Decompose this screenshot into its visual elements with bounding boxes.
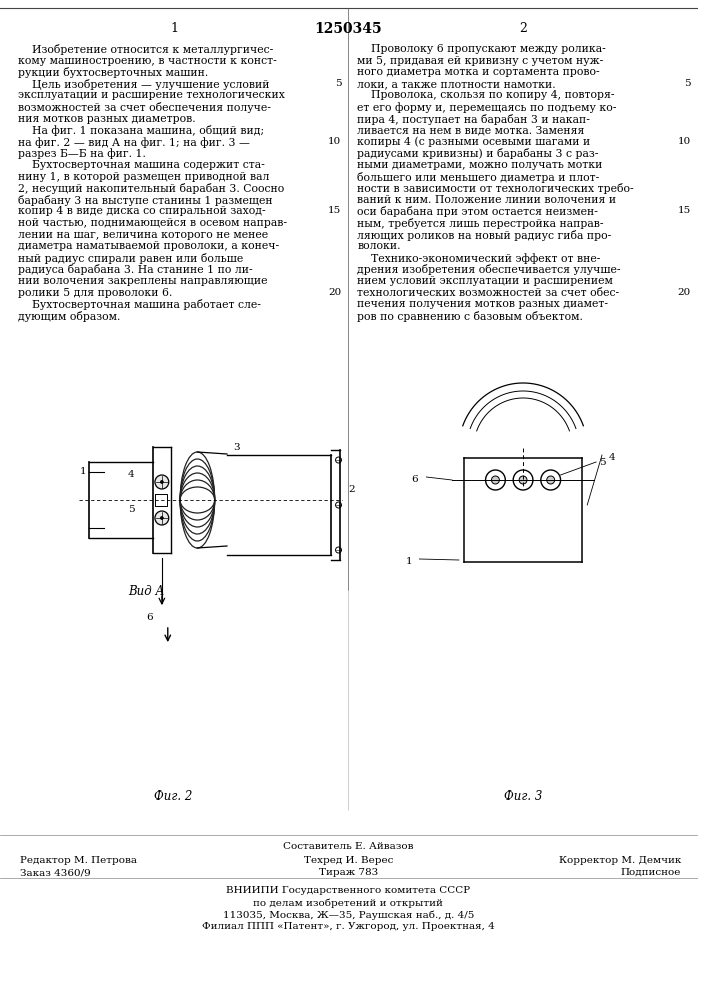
Circle shape xyxy=(513,470,533,490)
Circle shape xyxy=(336,502,341,508)
Circle shape xyxy=(160,516,163,520)
Text: ет его форму и, перемещаясь по подъему ко-: ет его форму и, перемещаясь по подъему к… xyxy=(357,102,617,113)
Text: нину 1, в которой размещен приводной вал: нину 1, в которой размещен приводной вал xyxy=(18,172,269,182)
Text: ным, требуется лишь перестройка направ-: ным, требуется лишь перестройка направ- xyxy=(357,218,604,229)
Text: Техред И. Верес: Техред И. Верес xyxy=(304,856,393,865)
Text: Филиал ППП «Патент», г. Ужгород, ул. Проектная, 4: Филиал ППП «Патент», г. Ужгород, ул. Про… xyxy=(202,922,495,931)
Text: большего или меньшего диаметра и плот-: большего или меньшего диаметра и плот- xyxy=(357,172,600,183)
Circle shape xyxy=(491,476,499,484)
Text: 6: 6 xyxy=(146,613,153,622)
Text: Бухтосверточная машина работает сле-: Бухтосверточная машина работает сле- xyxy=(18,299,261,310)
Text: Фиг. 2: Фиг. 2 xyxy=(153,790,192,803)
Text: ного диаметра мотка и сортамента прово-: ного диаметра мотка и сортамента прово- xyxy=(357,67,600,77)
Text: 1: 1 xyxy=(407,557,413,566)
Circle shape xyxy=(160,481,163,484)
Text: ливается на нем в виде мотка. Заменяя: ливается на нем в виде мотка. Заменяя xyxy=(357,125,585,135)
Text: Корректор М. Демчик: Корректор М. Демчик xyxy=(559,856,681,865)
Text: 20: 20 xyxy=(328,288,341,297)
Text: рукции бухтосверточных машин.: рукции бухтосверточных машин. xyxy=(18,67,208,78)
Text: Составитель Е. Айвазов: Составитель Е. Айвазов xyxy=(283,842,414,851)
Text: на фиг. 2 — вид А на фиг. 1; на фиг. 3 —: на фиг. 2 — вид А на фиг. 1; на фиг. 3 — xyxy=(18,137,250,148)
Text: 3: 3 xyxy=(233,443,240,452)
Text: ваний к ним. Положение линии волочения и: ваний к ним. Положение линии волочения и xyxy=(357,195,617,205)
Text: 15: 15 xyxy=(328,206,341,215)
Text: эксплуатации и расширение технологических: эксплуатации и расширение технологически… xyxy=(18,90,285,100)
Circle shape xyxy=(541,470,561,490)
Text: 20: 20 xyxy=(677,288,691,297)
Text: На фиг. 1 показана машина, общий вид;: На фиг. 1 показана машина, общий вид; xyxy=(18,125,264,136)
Text: Заказ 4360/9: Заказ 4360/9 xyxy=(20,868,90,877)
Text: технологических возможностей за счет обес-: технологических возможностей за счет обе… xyxy=(357,288,619,298)
Text: ния мотков разных диаметров.: ния мотков разных диаметров. xyxy=(18,114,195,124)
Text: локи, а также плотности намотки.: локи, а также плотности намотки. xyxy=(357,79,556,89)
Text: ности в зависимости от технологических требо-: ности в зависимости от технологических т… xyxy=(357,183,634,194)
Text: 5: 5 xyxy=(128,505,134,514)
Text: диаметра наматываемой проволоки, а конеч-: диаметра наматываемой проволоки, а конеч… xyxy=(18,241,279,251)
Text: 113035, Москва, Ж—35, Раушская наб., д. 4/5: 113035, Москва, Ж—35, Раушская наб., д. … xyxy=(223,910,474,920)
Text: Бухтосверточная машина содержит ста-: Бухтосверточная машина содержит ста- xyxy=(18,160,264,170)
Text: кому машиностроению, в частности к конст-: кому машиностроению, в частности к конст… xyxy=(18,56,276,66)
Text: 1250345: 1250345 xyxy=(315,22,382,36)
Text: ной частью, поднимающейся в осевом направ-: ной частью, поднимающейся в осевом напра… xyxy=(18,218,287,228)
Text: 2: 2 xyxy=(349,485,355,494)
Text: 10: 10 xyxy=(677,137,691,146)
Text: 5: 5 xyxy=(684,79,691,88)
Circle shape xyxy=(547,476,555,484)
Circle shape xyxy=(336,547,341,553)
Text: разрез Б—Б на фиг. 1.: разрез Б—Б на фиг. 1. xyxy=(18,148,146,159)
Text: ными диаметрами, можно получать мотки: ными диаметрами, можно получать мотки xyxy=(357,160,602,170)
Text: 5: 5 xyxy=(599,458,605,467)
Text: печения получения мотков разных диамет-: печения получения мотков разных диамет- xyxy=(357,299,608,309)
Text: 15: 15 xyxy=(677,206,691,215)
Text: нии волочения закреплены направляющие: нии волочения закреплены направляющие xyxy=(18,276,267,286)
Text: Проволока, скользя по копиру 4, повторя-: Проволока, скользя по копиру 4, повторя- xyxy=(357,90,615,100)
Text: Проволоку 6 пропускают между ролика-: Проволоку 6 пропускают между ролика- xyxy=(357,44,606,54)
Text: 2: 2 xyxy=(519,22,527,35)
Text: оси барабана при этом остается неизмен-: оси барабана при этом остается неизмен- xyxy=(357,206,598,217)
Text: 1: 1 xyxy=(170,22,179,35)
Text: пира 4, поступает на барабан 3 и накап-: пира 4, поступает на барабан 3 и накап- xyxy=(357,114,590,125)
Text: Тираж 783: Тираж 783 xyxy=(319,868,378,877)
Text: 4: 4 xyxy=(128,470,134,479)
Text: барабану 3 на выступе станины 1 размещен: барабану 3 на выступе станины 1 размещен xyxy=(18,195,272,206)
Text: ми 5, придавая ей кривизну с учетом нуж-: ми 5, придавая ей кривизну с учетом нуж- xyxy=(357,56,604,66)
Text: Изобретение относится к металлургичес-: Изобретение относится к металлургичес- xyxy=(18,44,273,55)
Text: 6: 6 xyxy=(411,475,418,484)
Circle shape xyxy=(519,476,527,484)
Text: лении на шаг, величина которого не менее: лении на шаг, величина которого не менее xyxy=(18,230,268,240)
Text: дрения изобретения обеспечивается улучше-: дрения изобретения обеспечивается улучше… xyxy=(357,264,621,275)
Text: 5: 5 xyxy=(335,79,341,88)
Text: по делам изобретений и открытий: по делам изобретений и открытий xyxy=(253,898,443,908)
Text: 1: 1 xyxy=(80,467,86,476)
Text: копир 4 в виде диска со спиральной заход-: копир 4 в виде диска со спиральной заход… xyxy=(18,206,265,216)
Text: 2, несущий накопительный барабан 3. Соосно: 2, несущий накопительный барабан 3. Соос… xyxy=(18,183,284,194)
Text: возможностей за счет обеспечения получе-: возможностей за счет обеспечения получе- xyxy=(18,102,271,113)
Text: Вид А: Вид А xyxy=(128,585,164,598)
Circle shape xyxy=(486,470,506,490)
Text: 4: 4 xyxy=(609,453,615,462)
Text: Редактор М. Петрова: Редактор М. Петрова xyxy=(20,856,136,865)
Text: Технико-экономический эффект от вне-: Технико-экономический эффект от вне- xyxy=(357,253,601,264)
Text: радиуса барабана 3. На станине 1 по ли-: радиуса барабана 3. На станине 1 по ли- xyxy=(18,264,252,275)
Circle shape xyxy=(336,457,341,463)
Text: 10: 10 xyxy=(328,137,341,146)
Text: ляющих роликов на новый радиус гиба про-: ляющих роликов на новый радиус гиба про- xyxy=(357,230,612,241)
Text: ный радиус спирали равен или больше: ный радиус спирали равен или больше xyxy=(18,253,243,264)
Text: копиры 4 (с разными осевыми шагами и: копиры 4 (с разными осевыми шагами и xyxy=(357,137,590,147)
Text: ролики 5 для проволоки 6.: ролики 5 для проволоки 6. xyxy=(18,288,172,298)
Text: радиусами кривизны) и барабаны 3 с раз-: радиусами кривизны) и барабаны 3 с раз- xyxy=(357,148,599,159)
Text: ров по сравнению с базовым объектом.: ров по сравнению с базовым объектом. xyxy=(357,311,583,322)
Text: волоки.: волоки. xyxy=(357,241,401,251)
Text: нием условий эксплуатации и расширением: нием условий эксплуатации и расширением xyxy=(357,276,613,286)
Circle shape xyxy=(155,511,169,525)
Text: ВНИИПИ Государственного комитета СССР: ВНИИПИ Государственного комитета СССР xyxy=(226,886,470,895)
Text: дующим образом.: дующим образом. xyxy=(18,311,120,322)
Text: Подписное: Подписное xyxy=(621,868,681,877)
Text: Цель изобретения — улучшение условий: Цель изобретения — улучшение условий xyxy=(18,79,269,90)
Circle shape xyxy=(155,475,169,489)
Text: Фиг. 3: Фиг. 3 xyxy=(504,790,542,803)
